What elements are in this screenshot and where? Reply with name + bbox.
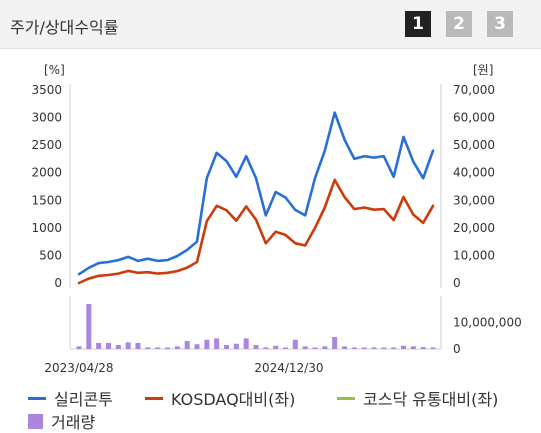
left-tick-label: 3500 <box>31 83 62 97</box>
legend-swatch-volume <box>28 413 43 429</box>
right-tick-label: 50,000 <box>453 138 495 152</box>
left-tick-label: 0 <box>54 276 62 290</box>
legend-label-sector: 코스닥 유통대비(좌) <box>363 390 499 409</box>
chart-title: 주가/상대수익률 <box>10 18 119 37</box>
volume-bar <box>214 338 220 349</box>
volume-bar <box>361 347 367 349</box>
volume-bar <box>263 347 269 349</box>
left-tick-label: 1500 <box>31 193 62 207</box>
series-lines <box>77 111 435 285</box>
volume-bar <box>391 347 397 349</box>
volume-bar <box>401 345 406 349</box>
volume-bars <box>76 303 436 349</box>
left-tick-label: 500 <box>39 248 62 262</box>
chart-header: 주가/상대수익률 1 2 3 <box>0 0 541 49</box>
volume-bar <box>204 339 210 349</box>
right-tick-label: 40,000 <box>453 166 495 180</box>
right-tick-label: 20,000 <box>453 221 495 235</box>
volume-bar <box>184 341 190 349</box>
legend-item-price: 실리콘투 <box>28 386 113 410</box>
right-tick-label: 60,000 <box>453 111 495 125</box>
volume-bar <box>430 347 436 349</box>
legend-item-kosdaq: KOSDAQ대비(좌) <box>145 386 295 410</box>
legend-label-volume: 거래량 <box>51 413 96 432</box>
volume-bar <box>283 347 288 349</box>
right-tick-label: 70,000 <box>453 83 495 97</box>
volume-bar <box>76 346 82 349</box>
volume-bar <box>381 347 387 349</box>
volume-bar <box>194 344 200 349</box>
volume-bar <box>125 342 131 349</box>
chart-legend: 실리콘투 KOSDAQ대비(좌) 코스닥 유통대비(좌) 거래량 <box>0 380 541 433</box>
volume-bar <box>292 339 298 349</box>
volume-bar <box>233 343 239 349</box>
volume-bar <box>145 347 151 349</box>
left-tick-label: 3000 <box>31 111 62 125</box>
volume-bar <box>322 346 328 349</box>
volume-bar <box>332 337 338 349</box>
volume-bar <box>115 345 121 349</box>
volume-bar <box>351 347 357 349</box>
volume-bar <box>86 303 92 349</box>
left-tick-label: 2000 <box>31 166 62 180</box>
volume-bar <box>302 346 308 349</box>
right-tick-label: 10,000 <box>453 248 495 262</box>
left-tick-label: 1000 <box>31 221 62 235</box>
legend-swatch-price <box>28 396 46 400</box>
volume-bar <box>224 345 229 349</box>
volume-bar <box>420 347 426 349</box>
legend-item-sector: 코스닥 유통대비(좌) <box>337 386 498 410</box>
volume-bar <box>312 347 318 349</box>
tab-2[interactable]: 2 <box>446 11 472 37</box>
kosdaq-relative-series-line <box>77 178 435 285</box>
volume-tick-label: 10,000,000 <box>453 316 522 330</box>
volume-bar <box>155 347 161 349</box>
volume-tick-label: 0 <box>453 342 461 356</box>
price-series-line <box>77 111 435 276</box>
legend-swatch-sector <box>337 396 355 400</box>
left-unit-label: [%] <box>44 63 65 77</box>
volume-bar <box>342 346 347 349</box>
volume-bar <box>273 345 279 349</box>
volume-bar <box>165 347 170 349</box>
volume-bar <box>106 342 111 349</box>
volume-bar <box>174 346 180 349</box>
tab-3[interactable]: 3 <box>487 11 513 37</box>
volume-bar <box>253 345 259 349</box>
legend-label-price: 실리콘투 <box>54 390 113 409</box>
right-tick-label: 0 <box>453 276 461 290</box>
axes: [%] [원] 3500 3000 2500 2000 1500 1000 500 0 70,000… <box>31 63 521 375</box>
legend-swatch-kosdaq <box>145 396 163 400</box>
volume-bar <box>410 346 416 349</box>
left-tick-label: 2500 <box>31 138 62 152</box>
volume-bar <box>135 342 141 349</box>
volume-bar <box>243 338 249 349</box>
x-tick-label: 2024/12/30 <box>254 361 323 375</box>
volume-bar <box>96 342 102 349</box>
legend-label-kosdaq: KOSDAQ대비(좌) <box>171 390 296 409</box>
x-tick-label: 2023/04/28 <box>44 361 113 375</box>
right-unit-label: [원] <box>473 63 493 77</box>
legend-item-volume: 거래량 <box>28 409 95 433</box>
stock-chart: [%] [원] 3500 3000 2500 2000 1500 1000 500 0 70,000… <box>31 63 521 375</box>
volume-bar <box>371 347 377 349</box>
tab-1[interactable]: 1 <box>405 11 431 37</box>
right-tick-label: 30,000 <box>453 193 495 207</box>
